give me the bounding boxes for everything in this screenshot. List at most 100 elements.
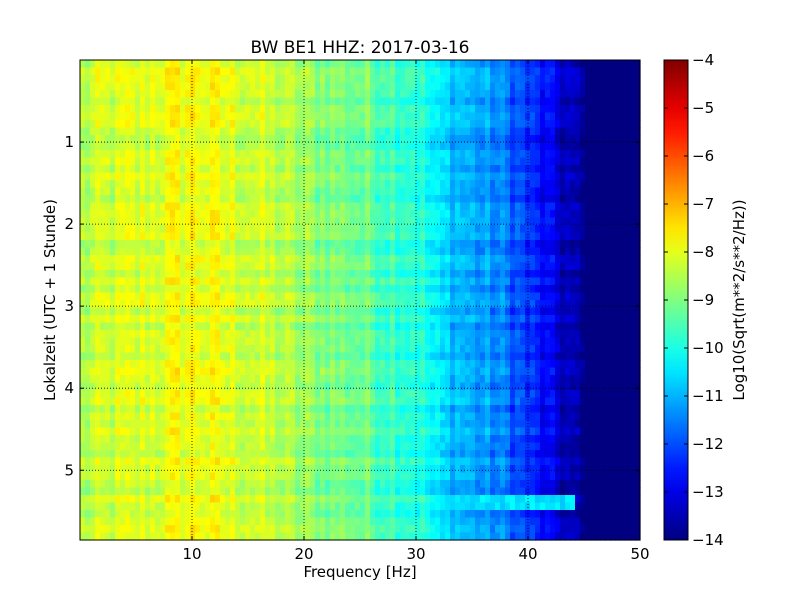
heatmap-cell [605,210,611,219]
heatmap-cell [435,270,441,279]
heatmap-cell [90,255,96,264]
heatmap-cell [300,157,306,166]
heatmap-cell [350,157,356,166]
heatmap-cell [520,292,526,301]
heatmap-cell [500,322,506,331]
heatmap-cell [485,172,491,181]
heatmap-cell [375,90,381,99]
heatmap-cell [325,180,331,189]
heatmap-cell [565,262,571,271]
heatmap-cell [625,142,631,151]
heatmap-cell [170,180,176,189]
heatmap-cell [420,375,426,384]
heatmap-cell [585,105,591,114]
heatmap-cell [540,375,546,384]
heatmap-cell [250,60,256,69]
heatmap-cell [260,142,266,151]
heatmap-cell [480,345,486,354]
heatmap-cell [100,360,106,369]
heatmap-cell [560,97,566,106]
heatmap-cell [430,322,436,331]
heatmap-cell [515,225,521,234]
heatmap-cell [480,330,486,339]
heatmap-cell [455,330,461,339]
heatmap-cell [235,367,241,376]
heatmap-cell [500,142,506,151]
heatmap-cell [85,82,91,91]
heatmap-cell [230,367,236,376]
heatmap-cell [175,270,181,279]
heatmap-cell [590,337,596,346]
heatmap-cell [110,90,116,99]
heatmap-cell [215,187,221,196]
heatmap-cell [545,112,551,121]
heatmap-cell [115,247,121,256]
heatmap-cell [205,307,211,316]
heatmap-cell [290,97,296,106]
heatmap-cell [605,270,611,279]
heatmap-cell [530,262,536,271]
heatmap-cell [540,300,546,309]
heatmap-cell [605,352,611,361]
heatmap-cell [490,150,496,159]
heatmap-cell [510,127,516,136]
heatmap-cell [365,285,371,294]
heatmap-cell [220,202,226,211]
heatmap-cell [530,157,536,166]
heatmap-cell [230,195,236,204]
heatmap-cell [435,112,441,121]
heatmap-cell [620,337,626,346]
heatmap-cell [635,150,641,159]
heatmap-cell [390,390,396,399]
heatmap-cell [540,367,546,376]
heatmap-cell [400,60,406,69]
heatmap-cell [235,225,241,234]
heatmap-cell [465,150,471,159]
heatmap-cell [95,202,101,211]
heatmap-cell [315,292,321,301]
heatmap-cell [630,82,636,91]
heatmap-cell [365,135,371,144]
heatmap-cell [595,202,601,211]
heatmap-cell [585,292,591,301]
heatmap-cell [475,112,481,121]
heatmap-cell [330,382,336,391]
heatmap-cell [610,292,616,301]
heatmap-cell [150,345,156,354]
heatmap-cell [495,262,501,271]
heatmap-cell [620,157,626,166]
heatmap-cell [540,150,546,159]
heatmap-cell [155,90,161,99]
heatmap-cell [270,67,276,76]
heatmap-cell [395,187,401,196]
heatmap-cell [485,97,491,106]
heatmap-cell [210,375,216,384]
heatmap-cell [210,382,216,391]
heatmap-cell [395,315,401,324]
heatmap-cell [320,390,326,399]
heatmap-cell [435,277,441,286]
heatmap-cell [130,330,136,339]
heatmap-cell [495,180,501,189]
heatmap-cell [605,157,611,166]
heatmap-cell [170,375,176,384]
heatmap-cell [255,285,261,294]
heatmap-cell [130,367,136,376]
heatmap-cell [185,67,191,76]
heatmap-cell [435,307,441,316]
heatmap-cell [435,90,441,99]
heatmap-cell [540,97,546,106]
heatmap-cell [175,135,181,144]
heatmap-cell [100,105,106,114]
heatmap-cell [380,247,386,256]
heatmap-cell [385,300,391,309]
heatmap-cell [440,150,446,159]
heatmap-cell [405,330,411,339]
heatmap-cell [280,352,286,361]
heatmap-cell [140,352,146,361]
heatmap-cell [280,255,286,264]
heatmap-cell [390,292,396,301]
heatmap-cell [365,180,371,189]
heatmap-cell [90,390,96,399]
heatmap-cell [425,270,431,279]
